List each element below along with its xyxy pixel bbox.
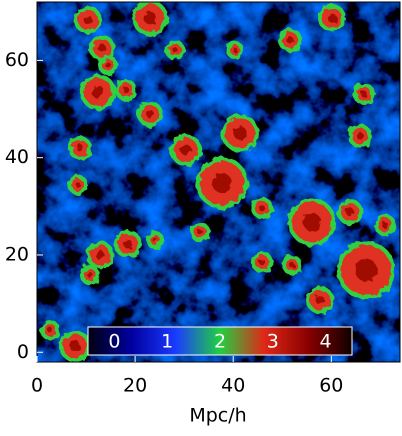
cluster-peak xyxy=(105,62,111,68)
cluster-peak xyxy=(258,258,266,266)
colorbar-box xyxy=(87,326,353,356)
y-tick-label: 0 xyxy=(17,341,29,363)
cluster-peak xyxy=(47,327,53,333)
cluster-peak xyxy=(197,229,203,235)
cluster-peak xyxy=(315,295,325,305)
cluster-peak xyxy=(69,340,81,352)
cluster-peak xyxy=(360,90,368,98)
cluster-peak xyxy=(143,11,157,25)
x-tick-label: 60 xyxy=(319,375,343,397)
cluster-peak xyxy=(258,204,266,212)
cluster-peak xyxy=(76,144,84,152)
cluster-peak xyxy=(91,85,105,99)
cluster-peak xyxy=(233,126,247,140)
cluster-peak xyxy=(289,262,295,268)
cluster-peak xyxy=(83,15,93,25)
colorbar-tick-label: 3 xyxy=(267,331,279,353)
cluster-peak xyxy=(354,258,378,282)
colorbar: 0 1 2 3 4 xyxy=(87,326,353,356)
plot-frame xyxy=(36,1,401,363)
y-tick-label: 60 xyxy=(5,49,29,71)
y-tick-label: 20 xyxy=(5,243,29,265)
cluster-peak xyxy=(232,47,238,53)
cluster-peak xyxy=(97,43,107,53)
cluster-peak xyxy=(212,173,232,193)
cluster-peak xyxy=(87,272,93,278)
cluster-peak xyxy=(95,250,105,260)
colorbar-tick-label: 0 xyxy=(108,331,120,353)
x-tick-label: 20 xyxy=(123,375,147,397)
colorbar-tick-label: 2 xyxy=(214,331,226,353)
cluster-peak xyxy=(152,237,158,243)
cluster-peak xyxy=(381,221,389,229)
x-axis-label: Mpc/h xyxy=(189,405,246,427)
cluster-peak xyxy=(172,47,178,53)
cluster-peak xyxy=(75,182,81,188)
cluster-peak xyxy=(123,239,133,249)
cluster-peak xyxy=(286,36,294,44)
cluster-peak xyxy=(122,86,130,94)
y-tick-label: 40 xyxy=(5,146,29,168)
cluster-peak xyxy=(145,109,155,119)
cluster-peak xyxy=(327,13,337,23)
x-tick-label: 0 xyxy=(31,375,43,397)
cluster-peak xyxy=(345,207,355,217)
density-field xyxy=(37,2,400,362)
colorbar-tick-label: 1 xyxy=(161,331,173,353)
clusters xyxy=(40,2,396,362)
cluster-peak xyxy=(356,132,364,140)
cluster-peak xyxy=(180,144,192,156)
x-tick-label: 40 xyxy=(221,375,245,397)
cluster-peak xyxy=(303,213,321,231)
colorbar-tick-label: 4 xyxy=(320,331,332,353)
